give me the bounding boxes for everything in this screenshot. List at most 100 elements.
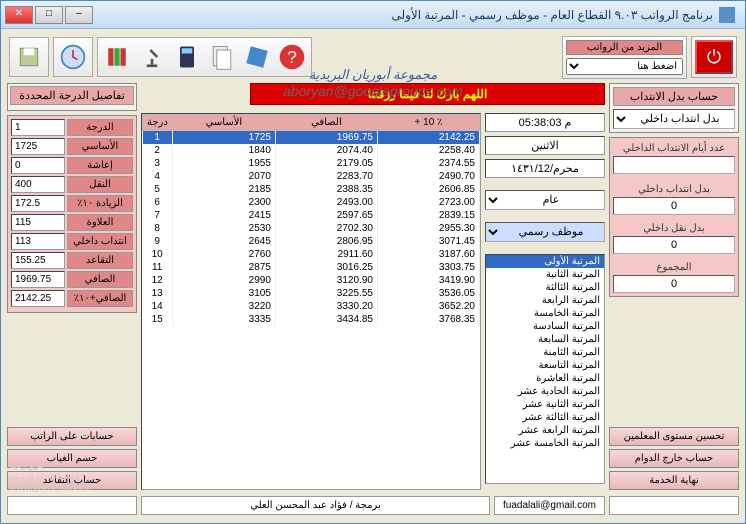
- app-icon: [719, 7, 735, 23]
- detail-row: النقل400: [11, 176, 133, 193]
- action-button[interactable]: تحسين مستوى المعلمين: [609, 427, 739, 446]
- salary-row[interactable]: 1533353434.853768.35: [143, 313, 480, 326]
- more-salaries-label: المزيد من الرواتب: [566, 40, 683, 55]
- details-title: تفاصيل الدرجة المحددة: [10, 86, 134, 105]
- detail-label: الزيادة ١٠٪: [67, 195, 133, 212]
- rank-item[interactable]: المرتبة الثالثة: [486, 281, 604, 294]
- col-degree: درجة: [143, 115, 173, 131]
- salary-row[interactable]: 218402074.402258.40: [143, 144, 480, 157]
- detail-row: الصافي1969.75: [11, 271, 133, 288]
- days-input[interactable]: [613, 156, 735, 174]
- salary-row[interactable]: 117251969.752142.25: [143, 131, 480, 145]
- detail-label: النقل: [67, 176, 133, 193]
- titlebar: ✕ □ – برنامج الرواتب ٩.٠٣ القطاع العام -…: [1, 1, 745, 29]
- action-button[interactable]: حسم الغياب: [7, 449, 137, 468]
- detail-row: إعاشة0: [11, 157, 133, 174]
- action-button[interactable]: حساب التقاعد: [7, 471, 137, 490]
- day-display: الاثنين: [485, 136, 605, 155]
- col-basic: الأساسي: [172, 115, 275, 131]
- toolbar: ⏻ المزيد من الرواتب اضغط هنا ?: [7, 35, 739, 79]
- help-icon[interactable]: ?: [276, 41, 308, 73]
- action-button[interactable]: نهاية الخدمة: [609, 471, 739, 490]
- save-icon[interactable]: [13, 41, 45, 73]
- rank-item[interactable]: المرتبة الثالثة عشر: [486, 411, 604, 424]
- rank-item[interactable]: المرتبة السادسة: [486, 320, 604, 333]
- svg-text:?: ?: [287, 47, 297, 67]
- edit-icon[interactable]: [241, 41, 273, 73]
- clock-group: [53, 37, 93, 77]
- clock-icon: [57, 41, 89, 73]
- detail-label: انتداب داخلي: [67, 233, 133, 250]
- footer-credit: برمجة / فؤاد عبد المحسن العلي: [141, 496, 490, 515]
- salary-table[interactable]: درجة الأساسي الصافي + 10 ٪ 117251969.752…: [141, 113, 481, 490]
- salary-row[interactable]: 926452806.953071.45: [143, 235, 480, 248]
- intern-input[interactable]: [613, 197, 735, 215]
- rank-item[interactable]: المرتبة العاشرة: [486, 372, 604, 385]
- rank-item[interactable]: المرتبة السابعة: [486, 333, 604, 346]
- calculator-icon[interactable]: [171, 41, 203, 73]
- detail-row: الصافي+١٠٪2142.25: [11, 290, 133, 307]
- salary-row[interactable]: 521852388.352606.85: [143, 183, 480, 196]
- detail-label: الصافي: [67, 271, 133, 288]
- action-button[interactable]: حسابات على الراتب: [7, 427, 137, 446]
- power-button[interactable]: ⏻: [695, 40, 733, 74]
- transport-input[interactable]: [613, 236, 735, 254]
- rank-item[interactable]: المرتبة التاسعة: [486, 359, 604, 372]
- detail-label: الصافي+١٠٪: [67, 290, 133, 307]
- rank-item[interactable]: المرتبة الثانية: [486, 268, 604, 281]
- intern-label: بدل انتداب داخلي: [613, 182, 735, 197]
- salary-row[interactable]: 1128753016.253303.75: [143, 261, 480, 274]
- footer-email: fuadalali@gmail.com: [494, 496, 605, 515]
- tools-group: ?: [97, 37, 312, 77]
- salary-row[interactable]: 319552179.052374.55: [143, 157, 480, 170]
- salary-row[interactable]: 1432203330.203652.20: [143, 300, 480, 313]
- salary-row[interactable]: 1331053225.553536.05: [143, 287, 480, 300]
- assignment-title: حساب بدل الانتداب: [613, 87, 735, 106]
- type-select[interactable]: موظف رسمي: [485, 222, 605, 242]
- rank-item[interactable]: المرتبة الأولى: [486, 255, 604, 268]
- detail-row: انتداب داخلي113: [11, 233, 133, 250]
- detail-value: 1: [11, 119, 65, 136]
- rank-item[interactable]: المرتبة الثانية عشر: [486, 398, 604, 411]
- rank-item[interactable]: المرتبة الرابعة عشر: [486, 424, 604, 437]
- footer: fuadalali@gmail.com برمجة / فؤاد عبد الم…: [7, 494, 739, 517]
- microscope-icon[interactable]: [136, 41, 168, 73]
- detail-value: 1725: [11, 138, 65, 155]
- window-max-btn[interactable]: □: [35, 6, 63, 24]
- detail-value: 155.25: [11, 252, 65, 269]
- documents-icon[interactable]: [206, 41, 238, 73]
- sector-select[interactable]: عام: [485, 190, 605, 210]
- window-min-btn[interactable]: –: [65, 6, 93, 24]
- detail-row: العلاوة115: [11, 214, 133, 231]
- action-button[interactable]: حساب خارج الدوام: [609, 449, 739, 468]
- detail-value: 0: [11, 157, 65, 174]
- detail-label: الأساسي: [67, 138, 133, 155]
- books-icon[interactable]: [101, 41, 133, 73]
- salary-row[interactable]: 623002493.002723.00: [143, 196, 480, 209]
- window-title: برنامج الرواتب ٩.٠٣ القطاع العام - موظف …: [93, 8, 719, 22]
- date-display: محرم/١٤٣١/12: [485, 159, 605, 178]
- rank-item[interactable]: المرتبة الرابعة: [486, 294, 604, 307]
- ranks-listbox[interactable]: المرتبة الأولىالمرتبة الثانيةالمرتبة الث…: [485, 254, 605, 484]
- salary-row[interactable]: 420702283.702490.70: [143, 170, 480, 183]
- detail-label: العلاوة: [67, 214, 133, 231]
- detail-row: التقاعد155.25: [11, 252, 133, 269]
- salary-row[interactable]: 1027602911.603187.60: [143, 248, 480, 261]
- rank-item[interactable]: المرتبة الخامسة عشر: [486, 437, 604, 450]
- detail-label: الدرجة: [67, 119, 133, 136]
- salary-row[interactable]: 825302702.302955.30: [143, 222, 480, 235]
- salary-row[interactable]: 724152597.652839.15: [143, 209, 480, 222]
- salary-row[interactable]: 1229903120.903419.90: [143, 274, 480, 287]
- col-plus10: + 10 ٪: [377, 115, 479, 131]
- col-net: الصافي: [275, 115, 377, 131]
- total-input[interactable]: [613, 275, 735, 293]
- detail-value: 115: [11, 214, 65, 231]
- more-salaries-select[interactable]: اضغط هنا: [566, 58, 683, 75]
- window-close-btn[interactable]: ✕: [5, 6, 33, 24]
- detail-value: 2142.25: [11, 290, 65, 307]
- detail-value: 113: [11, 233, 65, 250]
- assignment-type-select[interactable]: بدل انتداب داخلي: [613, 109, 735, 129]
- rank-item[interactable]: المرتبة الخامسة: [486, 307, 604, 320]
- rank-item[interactable]: المرتبة الثامنة: [486, 346, 604, 359]
- rank-item[interactable]: المرتبة الحادية عشر: [486, 385, 604, 398]
